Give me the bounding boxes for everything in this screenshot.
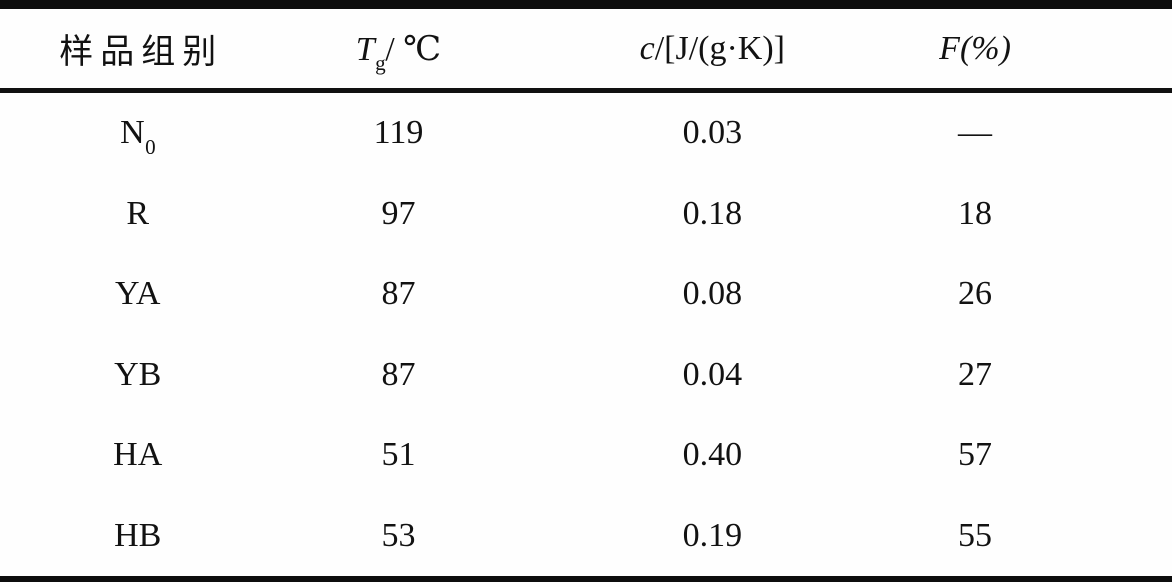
cell-c: 0.18 [682, 194, 743, 232]
cell-tg: 119 [373, 114, 424, 152]
sample-label: YB [114, 355, 162, 393]
header-f: F(%) [873, 9, 1172, 93]
sample-label: R [126, 194, 150, 232]
cell-sample: YA [0, 254, 275, 334]
cell-tg: 51 [381, 436, 416, 474]
table-row: HB 53 0.19 55 [0, 495, 1172, 576]
tg-unit: / ℃ [385, 30, 442, 68]
sample-label: YA [115, 275, 161, 313]
header-tg: Tg/ ℃ [275, 9, 522, 93]
tg-subscript: g [375, 50, 386, 75]
cell-c: 0.19 [682, 516, 743, 554]
cell-sample: HB [0, 495, 275, 576]
header-sample-group: 样品组别 [0, 9, 276, 93]
sample-label: HA [113, 436, 163, 474]
cell-c: 0.08 [682, 275, 743, 313]
header-sample-group-label: 样品组别 [59, 34, 224, 71]
tg-symbol: T [355, 30, 375, 68]
table-row: HA 51 0.40 57 [0, 415, 1172, 495]
sample-label: N [120, 114, 145, 152]
header-c: c/[J/(g·K)] [521, 9, 874, 93]
cell-sample: R [0, 174, 275, 254]
c-unit: /[J/(g·K)] [654, 29, 785, 67]
table-row: R 97 0.18 18 [0, 174, 1172, 254]
c-symbol: c [639, 29, 655, 67]
cell-f: 55 [958, 516, 993, 554]
f-unit: (%) [959, 29, 1011, 67]
sample-subscript: 0 [145, 134, 156, 159]
cell-tg: 87 [381, 355, 416, 393]
cell-tg: 87 [381, 275, 416, 313]
cell-f: 27 [958, 355, 993, 393]
cell-c: 0.03 [682, 114, 743, 152]
cell-f: — [958, 114, 993, 152]
cell-f: 57 [958, 436, 993, 474]
cell-f: 18 [958, 194, 993, 232]
cell-f: 26 [958, 275, 993, 313]
cell-tg: 97 [381, 194, 416, 232]
cell-c: 0.04 [682, 355, 743, 393]
table-row: N0 119 0.03 — [0, 91, 1172, 174]
table-row: YA 87 0.08 26 [0, 254, 1172, 334]
f-symbol: F [939, 29, 960, 67]
cell-sample: HA [0, 415, 275, 495]
cell-sample: N0 [0, 91, 275, 174]
cell-sample: YB [0, 334, 275, 414]
data-table: 样品组别 Tg/ ℃ c/[J/(g·K)] F(%) N0 119 0.03 … [0, 9, 1172, 576]
cell-tg: 53 [381, 516, 416, 554]
table-row: YB 87 0.04 27 [0, 334, 1172, 414]
cell-c: 0.40 [682, 436, 743, 474]
table-header-row: 样品组别 Tg/ ℃ c/[J/(g·K)] F(%) [0, 9, 1172, 93]
sample-label: HB [114, 516, 162, 554]
